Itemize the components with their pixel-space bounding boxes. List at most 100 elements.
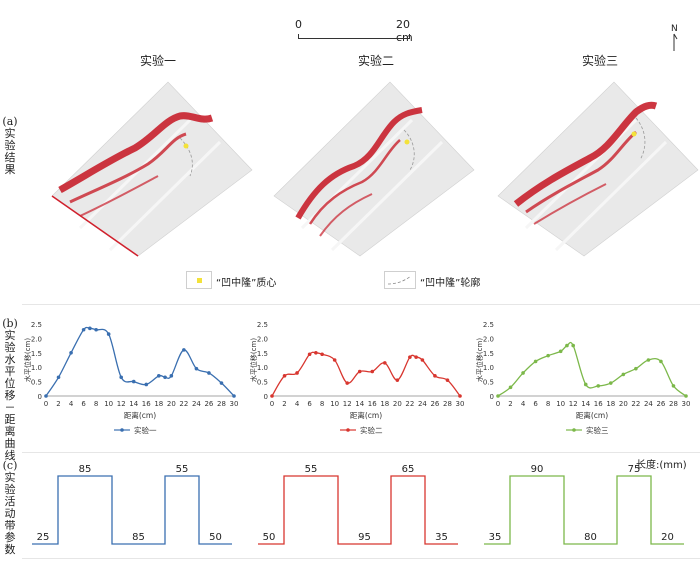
x-tick-label: 6 [533, 400, 538, 408]
data-point [88, 326, 92, 331]
y-tick-label: 2.0 [31, 335, 42, 343]
y-tick-label: 2.5 [483, 321, 494, 329]
data-point [433, 374, 437, 378]
data-point [94, 327, 98, 332]
data-point [408, 355, 412, 359]
y-tick-label: 1.0 [31, 364, 42, 372]
data-point [194, 366, 199, 371]
x-tick-label: 22 [405, 400, 414, 408]
x-tick-label: 26 [656, 400, 665, 408]
x-tick-label: 30 [230, 400, 239, 408]
data-point [157, 374, 161, 378]
experiment-3-title: 实验三 [581, 54, 618, 68]
x-tick-label: 20 [393, 400, 402, 408]
data-point [44, 394, 48, 398]
band-value-label: 95 [358, 532, 371, 543]
scale-bar-line [298, 34, 410, 39]
legend-outline-label: “凹中隆”轮廓 [420, 278, 481, 289]
series-line [45, 326, 235, 397]
x-tick-label: 0 [496, 400, 500, 408]
data-point [508, 385, 513, 390]
legend-series-label: 实验二 [360, 425, 383, 435]
x-tick-label: 22 [631, 400, 640, 408]
scale-bar: 0 20 cm [295, 18, 428, 44]
x-tick-label: 30 [682, 400, 691, 408]
legend-marker [346, 428, 350, 432]
band-value-label: 20 [661, 532, 674, 543]
data-point [646, 358, 651, 362]
x-tick-label: 0 [44, 400, 48, 408]
data-point [558, 349, 563, 354]
y-tick-label: 2.0 [483, 335, 494, 343]
data-point [131, 379, 136, 384]
legend-series-label: 实验三 [586, 425, 609, 435]
band-outline [484, 475, 684, 545]
band-value-label: 90 [531, 464, 544, 475]
data-point [345, 381, 349, 385]
data-point [684, 394, 688, 398]
x-tick-label: 2 [56, 400, 60, 408]
separator-bottom [22, 558, 700, 559]
experiment-1-photo [51, 81, 253, 257]
x-axis-label: 距离(cm) [350, 410, 382, 420]
section-b-label: (b)实验水平位移－距离曲线 [2, 317, 18, 462]
displacement-chart-1: 00.51.01.52.02.50 2 4 6 8 10 12 14 16 18 20 22 24 26 2… [23, 321, 239, 435]
band-outline [258, 475, 458, 545]
y-tick-label: 1.5 [483, 350, 494, 358]
x-tick-label: 0 [270, 400, 274, 408]
band-diagram-3: 35 90 80 75 20 [484, 464, 684, 545]
x-tick-label: 30 [456, 400, 465, 408]
data-point [533, 359, 538, 364]
y-tick-label: 1.0 [257, 364, 268, 372]
y-tick-label: 0 [264, 393, 268, 401]
data-point [395, 378, 400, 382]
y-tick-label: 0 [38, 393, 42, 401]
band-value-label: 55 [305, 464, 318, 475]
x-tick-label: 28 [669, 400, 678, 408]
x-tick-label: 24 [418, 400, 427, 408]
x-tick-label: 4 [69, 400, 74, 408]
data-point [232, 394, 236, 398]
series-line [497, 341, 687, 397]
band-value-label: 75 [628, 464, 641, 475]
x-tick-label: 8 [320, 400, 324, 408]
data-point [295, 371, 299, 375]
x-tick-label: 22 [179, 400, 188, 408]
centroid-marker-icon [197, 278, 202, 283]
x-tick-label: 12 [343, 400, 352, 408]
data-point [282, 374, 287, 378]
data-point [621, 372, 626, 377]
data-point [81, 327, 86, 332]
data-point [414, 355, 418, 359]
data-point [270, 394, 274, 398]
data-point [565, 343, 569, 348]
data-point [458, 394, 462, 398]
band-value-label: 50 [263, 532, 276, 543]
x-axis-label: 距离(cm) [576, 410, 608, 420]
data-point [332, 358, 337, 362]
x-tick-label: 4 [295, 400, 300, 408]
x-tick-label: 28 [443, 400, 452, 408]
x-tick-label: 8 [546, 400, 550, 408]
data-point [634, 366, 638, 371]
x-tick-label: 26 [204, 400, 213, 408]
data-point [314, 351, 318, 355]
data-point [182, 348, 186, 352]
legend-marker [572, 428, 576, 432]
data-point [144, 382, 149, 387]
north-label: N [671, 24, 678, 34]
band-diagram-1: 25 85 85 55 50 [32, 464, 232, 545]
x-tick-label: 26 [430, 400, 439, 408]
y-axis-label: 水平位移(cm) [23, 338, 32, 382]
data-point [445, 378, 450, 382]
data-point [370, 369, 375, 374]
x-tick-label: 14 [129, 400, 138, 408]
x-tick-label: 10 [330, 400, 339, 408]
y-tick-label: 2.0 [257, 335, 268, 343]
band-diagram-2: 50 55 95 65 35 [258, 464, 458, 545]
legend-outline-swatch [384, 271, 416, 289]
x-tick-label: 18 [154, 400, 163, 408]
data-point [571, 343, 575, 348]
band-value-label: 55 [176, 464, 189, 475]
band-value-label: 85 [132, 532, 145, 543]
